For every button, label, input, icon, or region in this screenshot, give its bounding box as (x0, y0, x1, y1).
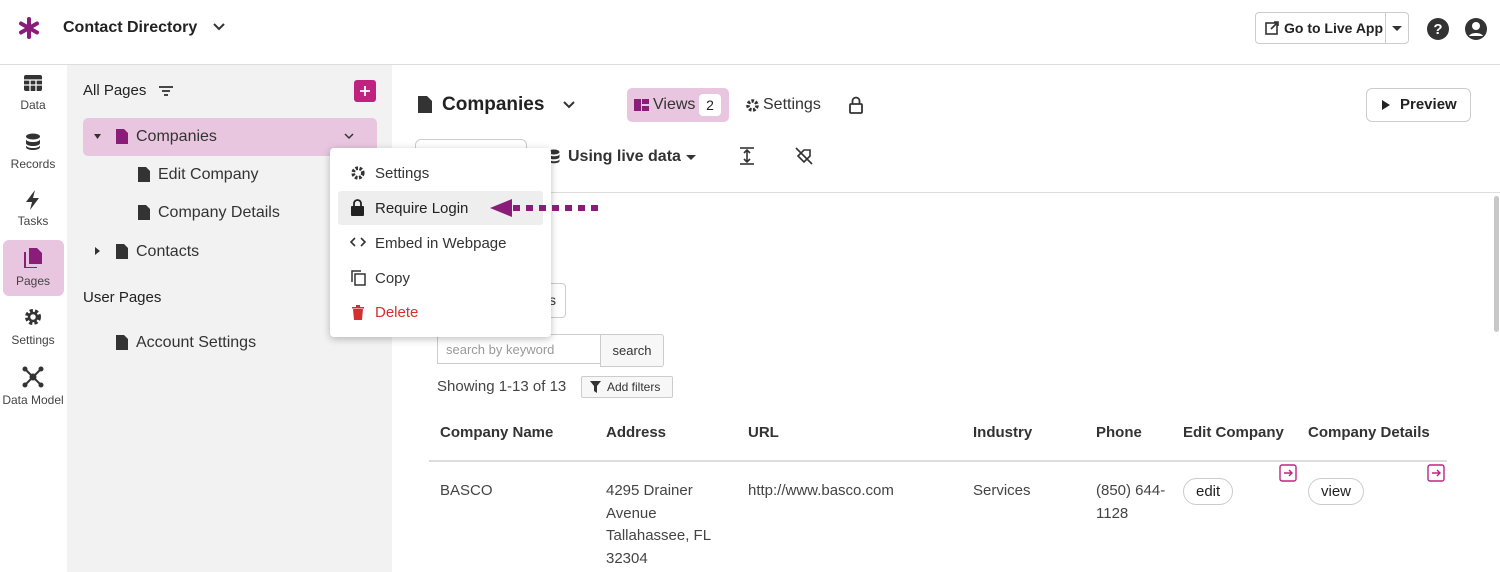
settings-tab[interactable]: Settings (763, 96, 821, 113)
data-icon (24, 75, 42, 91)
gear-icon (746, 99, 759, 112)
collapse-caret[interactable] (94, 247, 101, 255)
play-icon (1382, 100, 1390, 110)
cell: Services (973, 482, 1031, 499)
sidebar-title: User Pages (83, 289, 162, 306)
column-header: Industry (973, 424, 1033, 441)
database-icon (548, 149, 560, 164)
lock-icon (351, 199, 364, 216)
page-item[interactable]: Contacts (136, 243, 200, 260)
topbar-border (0, 64, 1500, 65)
column-header: Address (606, 424, 667, 441)
column-header: Edit Company (1183, 424, 1284, 441)
page-item[interactable]: Companies (136, 128, 217, 145)
column-header: URL (748, 424, 779, 441)
help-icon[interactable]: ? (1426, 17, 1450, 41)
style-off-icon[interactable] (795, 147, 813, 165)
svg-text:?: ? (1433, 21, 1442, 38)
search-input[interactable]: search by keyword (437, 334, 601, 364)
page-icon (116, 244, 128, 259)
chevron[interactable] (562, 100, 576, 109)
cell: (850) 644-1128 (1096, 482, 1166, 522)
edit-link[interactable]: edit (1183, 478, 1234, 505)
page-row-active[interactable] (83, 118, 377, 156)
settings-icon (25, 309, 41, 325)
result-count: Showing 1-13 of 13 (437, 378, 567, 395)
add-filters-button[interactable] (581, 376, 673, 398)
app-name[interactable]: Contact Directory (63, 19, 198, 36)
context-menu (330, 148, 551, 337)
menu-item[interactable]: Embed in Webpage (375, 235, 507, 252)
tasks-icon (26, 190, 39, 210)
page-icon (138, 167, 150, 182)
page-icon (418, 96, 432, 113)
menu-item[interactable]: Settings (375, 165, 430, 182)
menu-item[interactable]: Delete (375, 304, 419, 321)
link-icon[interactable] (1279, 464, 1297, 482)
rail-item[interactable]: Tasks (17, 214, 49, 228)
page-item[interactable]: Edit Company (158, 166, 259, 183)
divider (1385, 12, 1386, 44)
views-icon (634, 99, 649, 111)
caret[interactable] (1391, 25, 1403, 32)
filter-icon (590, 381, 601, 393)
page-item[interactable]: Account Settings (136, 334, 257, 351)
link-icon[interactable] (1427, 464, 1445, 482)
rail-item[interactable]: Records (10, 157, 56, 171)
records-icon (26, 133, 40, 150)
cell: BASCO (440, 482, 493, 499)
rail-item[interactable]: Data Model (2, 393, 64, 407)
code-icon (350, 237, 366, 247)
page-item[interactable]: Company Details (158, 204, 280, 221)
cell: 4295 Drainer Avenue Tallahassee, FL 3230… (606, 482, 711, 567)
cell: http://www.basco.com (748, 482, 894, 499)
rail-item[interactable]: Settings (11, 333, 55, 347)
page-icon (116, 129, 128, 144)
menu-item[interactable]: Copy (375, 270, 411, 287)
header-rule (429, 460, 1447, 462)
column-header: Phone (1096, 424, 1142, 441)
expand-caret[interactable] (94, 133, 101, 140)
external-icon (1265, 21, 1279, 35)
pages-icon (24, 248, 42, 268)
data-model-icon (22, 366, 44, 388)
data-source[interactable]: Using live data (568, 148, 681, 165)
caret[interactable] (686, 155, 696, 161)
page-title: Companies (442, 94, 545, 115)
add-filters-label[interactable]: Add filters (607, 380, 661, 394)
sort-icon[interactable] (158, 85, 174, 97)
page-icon (138, 205, 150, 220)
plus-icon (360, 86, 370, 96)
view-link[interactable]: view (1308, 478, 1365, 505)
column-header: Company Details (1308, 424, 1430, 441)
views-label[interactable]: Views (653, 96, 696, 113)
menu-item[interactable]: Require Login (375, 200, 469, 217)
trash-icon (352, 305, 364, 320)
height-icon[interactable] (739, 147, 755, 165)
preview-label[interactable]: Preview (1400, 96, 1457, 113)
column-header: Company Name (440, 424, 554, 441)
gear-icon (351, 166, 365, 180)
scrollbar (1494, 196, 1499, 332)
rail-item[interactable]: Pages (15, 274, 51, 288)
sidebar-title: All Pages (83, 82, 147, 99)
add-page-button[interactable] (354, 80, 376, 102)
toolbar-border (392, 192, 1500, 193)
page-icon (116, 335, 128, 350)
user-icon[interactable] (1464, 17, 1488, 41)
live-app-button[interactable] (1255, 12, 1409, 44)
rail-item[interactable]: Data (20, 98, 46, 112)
logo (19, 17, 39, 39)
views-count: 2 (699, 94, 721, 116)
content-button-label[interactable]: s (549, 292, 556, 308)
copy-icon (351, 270, 366, 286)
lock-icon[interactable] (849, 96, 863, 114)
row-chevron[interactable] (344, 133, 354, 140)
annotation-arrow (490, 199, 598, 217)
search-button[interactable]: search (600, 334, 664, 367)
chevron[interactable] (212, 22, 226, 32)
live-app-label[interactable]: Go to Live App (1284, 20, 1384, 36)
